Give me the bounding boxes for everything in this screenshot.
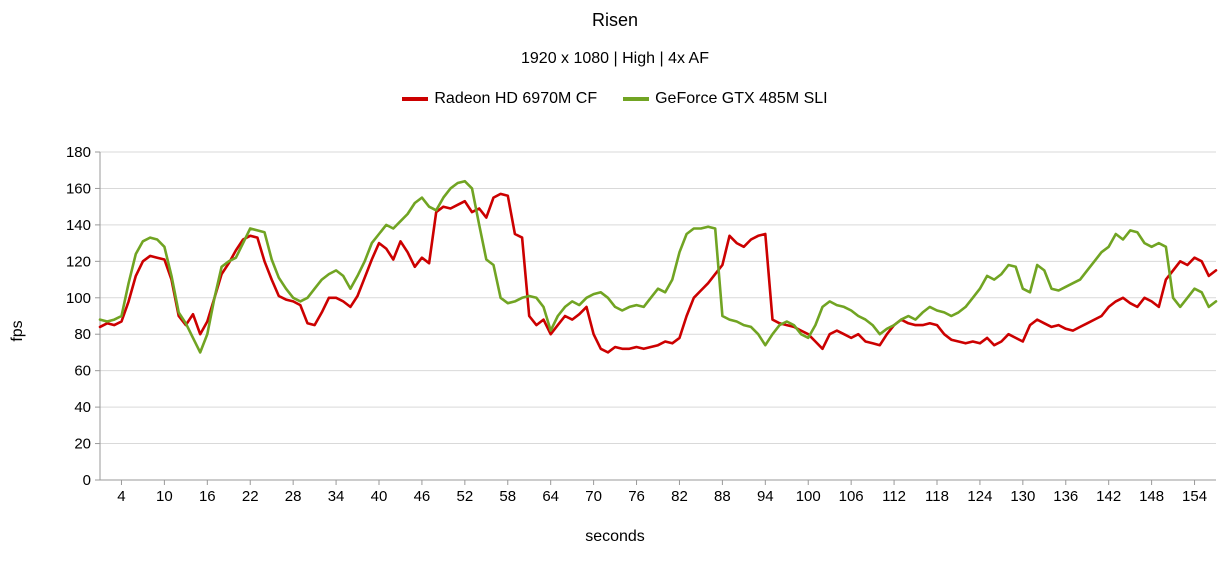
x-tick-label: 142 (1096, 488, 1121, 505)
x-tick-label: 16 (199, 488, 216, 505)
y-axis-labels: 0 20 40 60 80 100 120 140 160 180 (66, 144, 100, 489)
x-tick-label: 28 (285, 488, 302, 505)
x-tick-label: 94 (757, 488, 774, 505)
x-tick-label: 64 (542, 488, 559, 505)
x-tick-label: 106 (839, 488, 864, 505)
y-tick-label: 80 (74, 326, 91, 343)
series-line-1 (98, 179, 1218, 354)
y-tick-label: 20 (74, 436, 91, 453)
y-tick-label: 120 (66, 253, 91, 270)
y-gridlines (100, 151, 1216, 445)
chart-title: Risen (591, 10, 639, 30)
y-tick-label: 100 (66, 290, 91, 307)
chart-legend: Radeon HD 6970M CF GeForce GTX 485M SLI (0, 90, 1230, 108)
chart-subtitle: 1920 x 1080 | High | 4x AF (521, 50, 709, 67)
y-tick-label: 40 (74, 399, 91, 416)
x-tick-label: 88 (714, 488, 731, 505)
x-tick-label: 58 (499, 488, 516, 505)
y-tick-label: 140 (66, 217, 91, 234)
axes (99, 152, 1216, 481)
series-line-0 (98, 192, 1218, 354)
legend-item-radeon: Radeon HD 6970M CF (402, 90, 597, 108)
x-tick-label: 148 (1139, 488, 1164, 505)
x-tick-label: 154 (1182, 488, 1207, 505)
x-tick-label: 34 (328, 488, 345, 505)
x-tick-label: 136 (1053, 488, 1078, 505)
x-tick-label: 4 (117, 488, 125, 505)
x-tick-label: 82 (671, 488, 688, 505)
legend-line-swatch-radeon (402, 97, 429, 101)
y-tick-label: 0 (83, 472, 91, 489)
x-tick-label: 46 (414, 488, 431, 505)
x-tick-label: 112 (882, 488, 906, 505)
x-tick-label: 124 (967, 488, 992, 505)
x-tick-label: 130 (1010, 488, 1035, 505)
x-axis-title: seconds (585, 528, 645, 545)
y-tick-label: 180 (66, 144, 91, 161)
legend-label-geforce: GeForce GTX 485M SLI (655, 90, 828, 107)
y-tick-label: 60 (74, 363, 91, 380)
x-tick-label: 22 (242, 488, 259, 505)
legend-label-radeon: Radeon HD 6970M CF (434, 90, 598, 107)
x-tick-label: 52 (457, 488, 474, 505)
x-tick-label: 100 (796, 488, 821, 505)
y-tick-label: 160 (66, 180, 91, 197)
x-tick-label: 70 (585, 488, 602, 505)
x-tick-label: 76 (628, 488, 645, 505)
x-tick-label: 118 (925, 488, 949, 505)
x-tick-label: 10 (156, 488, 173, 505)
legend-item-geforce: GeForce GTX 485M SLI (623, 90, 828, 108)
legend-line-swatch-geforce (623, 97, 650, 101)
x-axis-labels: 4 10 16 22 28 34 40 46 52 58 64 70 76 82 88 94 100 106 112… (117, 480, 1207, 505)
x-tick-label: 40 (371, 488, 388, 505)
